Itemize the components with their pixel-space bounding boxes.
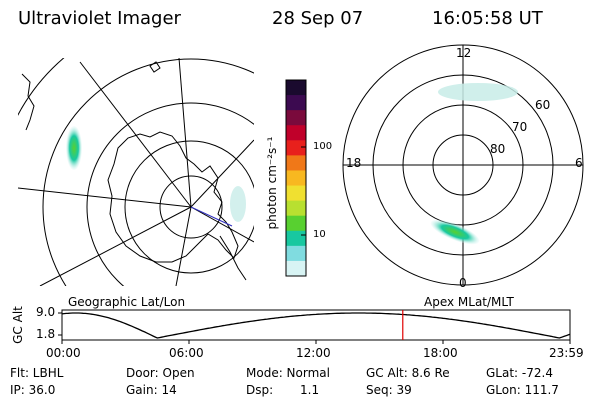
aurora-patch-left <box>66 126 82 170</box>
mlt-label-0: 0 <box>459 276 467 290</box>
colorbar-segment <box>286 185 306 202</box>
colorbar-segment <box>286 200 306 217</box>
geographic-map <box>18 58 254 286</box>
geographic-caption: Geographic Lat/Lon <box>68 295 186 309</box>
colorbar-segment <box>286 80 306 96</box>
mlt-label-12: 12 <box>456 46 472 60</box>
altitude-ytick-high: 9.0 <box>36 305 56 319</box>
colorbar-tick-10: 10 <box>313 229 326 240</box>
aurora-patch-night <box>430 219 480 245</box>
colorbar-tick-100: 100 <box>313 141 333 152</box>
antarctic-peninsula <box>219 235 247 281</box>
colorbar-segment <box>286 215 306 232</box>
colorbar-unit-label: photon cm⁻²s⁻¹ <box>265 136 279 230</box>
altitude-xtick-4: 23:59 <box>549 346 584 360</box>
altitude-curve <box>61 312 571 339</box>
colorbar-frame <box>285 79 307 277</box>
meridians <box>18 58 254 286</box>
time-label: 16:05:58 UT <box>432 8 543 29</box>
status-gc-alt: GC Alt: 8.6 Re <box>366 366 450 380</box>
mlt-label-6: 6 <box>575 156 583 170</box>
status-door: Door: Open <box>126 366 195 380</box>
mlt-label-18: 18 <box>346 156 362 170</box>
latitude-circles <box>18 58 254 286</box>
apex-caption: Apex MLat/MLT <box>424 295 514 309</box>
aurora-oval-noon <box>438 83 518 101</box>
colorbar-segment <box>286 170 306 187</box>
aurora-patch-east <box>230 186 246 222</box>
status-seq: Seq: 39 <box>366 383 412 397</box>
antarctica-coastline <box>107 131 239 263</box>
status-filter: Flt: LBHL <box>10 366 64 380</box>
south-america-coast <box>21 73 35 131</box>
altitude-plot <box>58 309 571 344</box>
colorbar <box>285 79 307 277</box>
colorbar-segment <box>286 125 306 141</box>
status-mode: Mode: Normal <box>246 366 330 380</box>
colorbar-segment <box>286 230 306 247</box>
island-outline <box>149 61 161 73</box>
altitude-ytick-low: 1.8 <box>36 327 56 341</box>
status-glat: GLat: -72.4 <box>486 366 553 380</box>
date-label: 28 Sep 07 <box>272 8 364 29</box>
colorbar-segment <box>286 95 306 111</box>
mlat-label-70: 70 <box>512 120 528 134</box>
status-dsp-value: 1.1 <box>300 383 320 397</box>
mlat-label-80: 80 <box>490 142 506 156</box>
colorbar-segment <box>286 260 306 277</box>
altitude-xtick-2: 12:00 <box>296 346 331 360</box>
colorbar-segment <box>286 245 306 262</box>
mlat-mlt-map <box>342 44 584 286</box>
altitude-xtick-3: 18:00 <box>423 346 458 360</box>
instrument-title: Ultraviolet Imager <box>18 8 181 29</box>
status-glon: GLon: 111.7 <box>486 383 559 397</box>
colorbar-segment <box>286 155 306 171</box>
altitude-ylabel: GC Alt <box>11 306 25 344</box>
altitude-xtick-1: 06:00 <box>169 346 204 360</box>
status-gain: Gain: 14 <box>126 383 177 397</box>
altitude-xtick-0: 00:00 <box>46 346 81 360</box>
mlat-label-60: 60 <box>535 98 551 112</box>
status-dsp-label: Dsp: <box>246 383 274 397</box>
colorbar-segment <box>286 140 306 156</box>
colorbar-segment <box>286 110 306 126</box>
status-ip: IP: 36.0 <box>10 383 56 397</box>
